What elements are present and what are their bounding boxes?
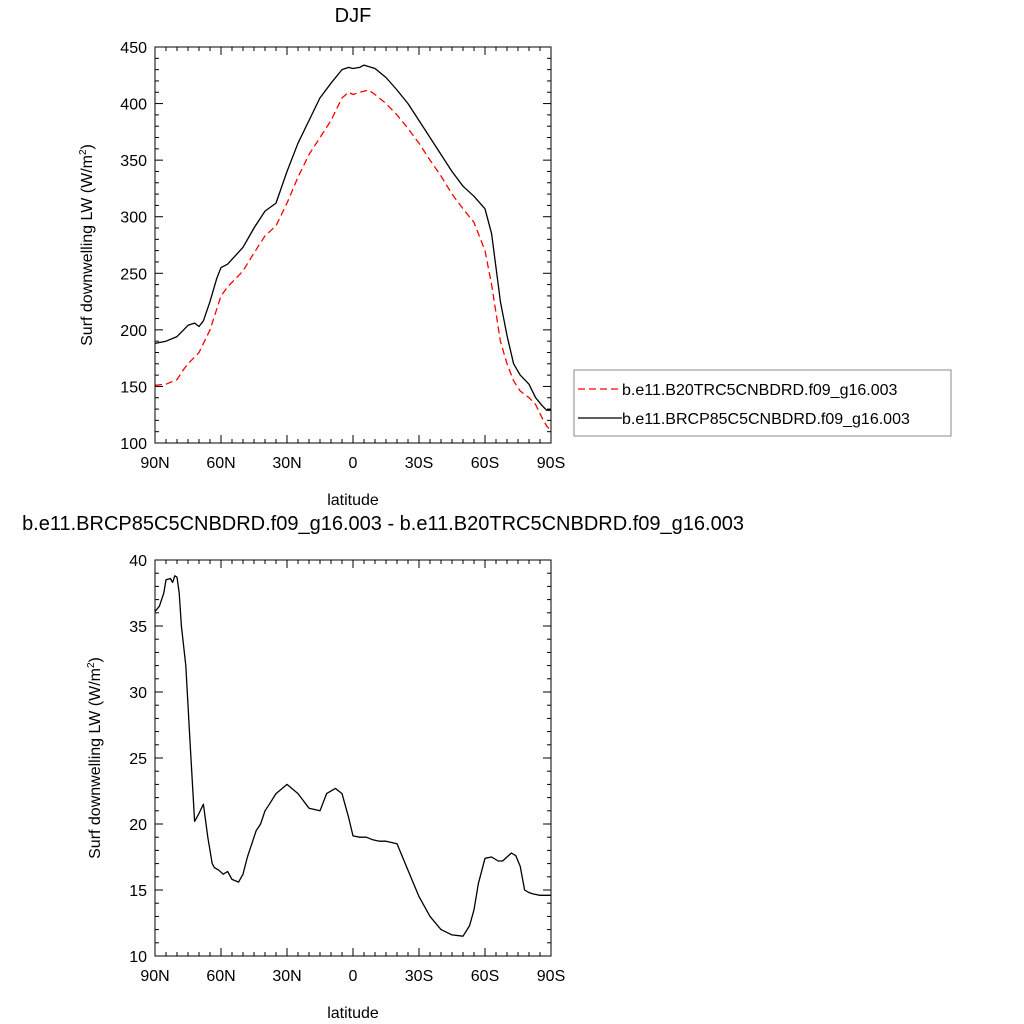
- x-tick-label: 90S: [537, 455, 565, 472]
- x-tick-label: 60N: [206, 968, 235, 985]
- y-tick-label: 400: [120, 97, 147, 114]
- y-tick-label: 20: [129, 817, 147, 834]
- y-tick-label: 250: [120, 266, 147, 283]
- x-tick-label: 90S: [537, 968, 565, 985]
- y-tick-label: 40: [129, 553, 147, 570]
- y-tick-label: 15: [129, 883, 147, 900]
- y-tick-label: 30: [129, 685, 147, 702]
- legend-box: [573, 369, 952, 437]
- x-tick-label: 90N: [140, 968, 169, 985]
- y-tick-label: 300: [120, 210, 147, 227]
- x-tick-label: 60S: [471, 455, 499, 472]
- x-tick-label: 30N: [272, 968, 301, 985]
- x-axis-label: latitude: [327, 492, 379, 509]
- x-tick-label: 30S: [405, 968, 433, 985]
- x-tick-label: 0: [349, 455, 358, 472]
- chart-title-difference: b.e11.BRCP85C5CNBDRD.f09_g16.003 - b.e11…: [22, 513, 744, 535]
- series-line-0: [154, 89, 552, 432]
- series-line-1: [154, 64, 551, 411]
- panel-top: DJF 90N 60N 30N 0 30S 60S 90S 100 150 200 250 300 35…: [78, 5, 565, 509]
- y-tick-label: 350: [120, 153, 147, 170]
- y-tick-label: 450: [120, 40, 147, 57]
- y-tick-label: 100: [120, 436, 147, 453]
- y-tick-label: 35: [129, 619, 147, 636]
- x-tick-label: 60N: [206, 455, 235, 472]
- x-tick-label: 90N: [140, 455, 169, 472]
- panel-bottom: b.e11.BRCP85C5CNBDRD.f09_g16.003 - b.e11…: [22, 513, 744, 1022]
- x-tick-label: 30N: [272, 455, 301, 472]
- x-tick-label: 0: [349, 968, 358, 985]
- chart-title: DJF: [335, 5, 372, 27]
- plot-frame: [154, 46, 552, 444]
- x-axis-label: latitude: [327, 1005, 379, 1022]
- legend-label-rcp85: b.e11.BRCP85C5CNBDRD.f09_g16.003: [622, 411, 910, 428]
- y-tick-label: 10: [129, 949, 147, 966]
- y-tick-label: 200: [120, 323, 147, 340]
- series-line-0: [154, 575, 551, 937]
- y-axis-label: Surf downwelling LW (W/m2): [86, 657, 104, 859]
- plot-frame: [154, 559, 552, 957]
- y-tick-label: 25: [129, 751, 147, 768]
- legend: b.e11.B20TRC5CNBDRD.f09_g16.003 b.e11.BR…: [573, 369, 952, 437]
- y-tick-label: 150: [120, 379, 147, 396]
- x-tick-label: 30S: [405, 455, 433, 472]
- x-tick-label: 60S: [471, 968, 499, 985]
- y-axis-label: Surf downwelling LW (W/m2): [78, 144, 96, 346]
- legend-label-historical: b.e11.B20TRC5CNBDRD.f09_g16.003: [622, 382, 898, 399]
